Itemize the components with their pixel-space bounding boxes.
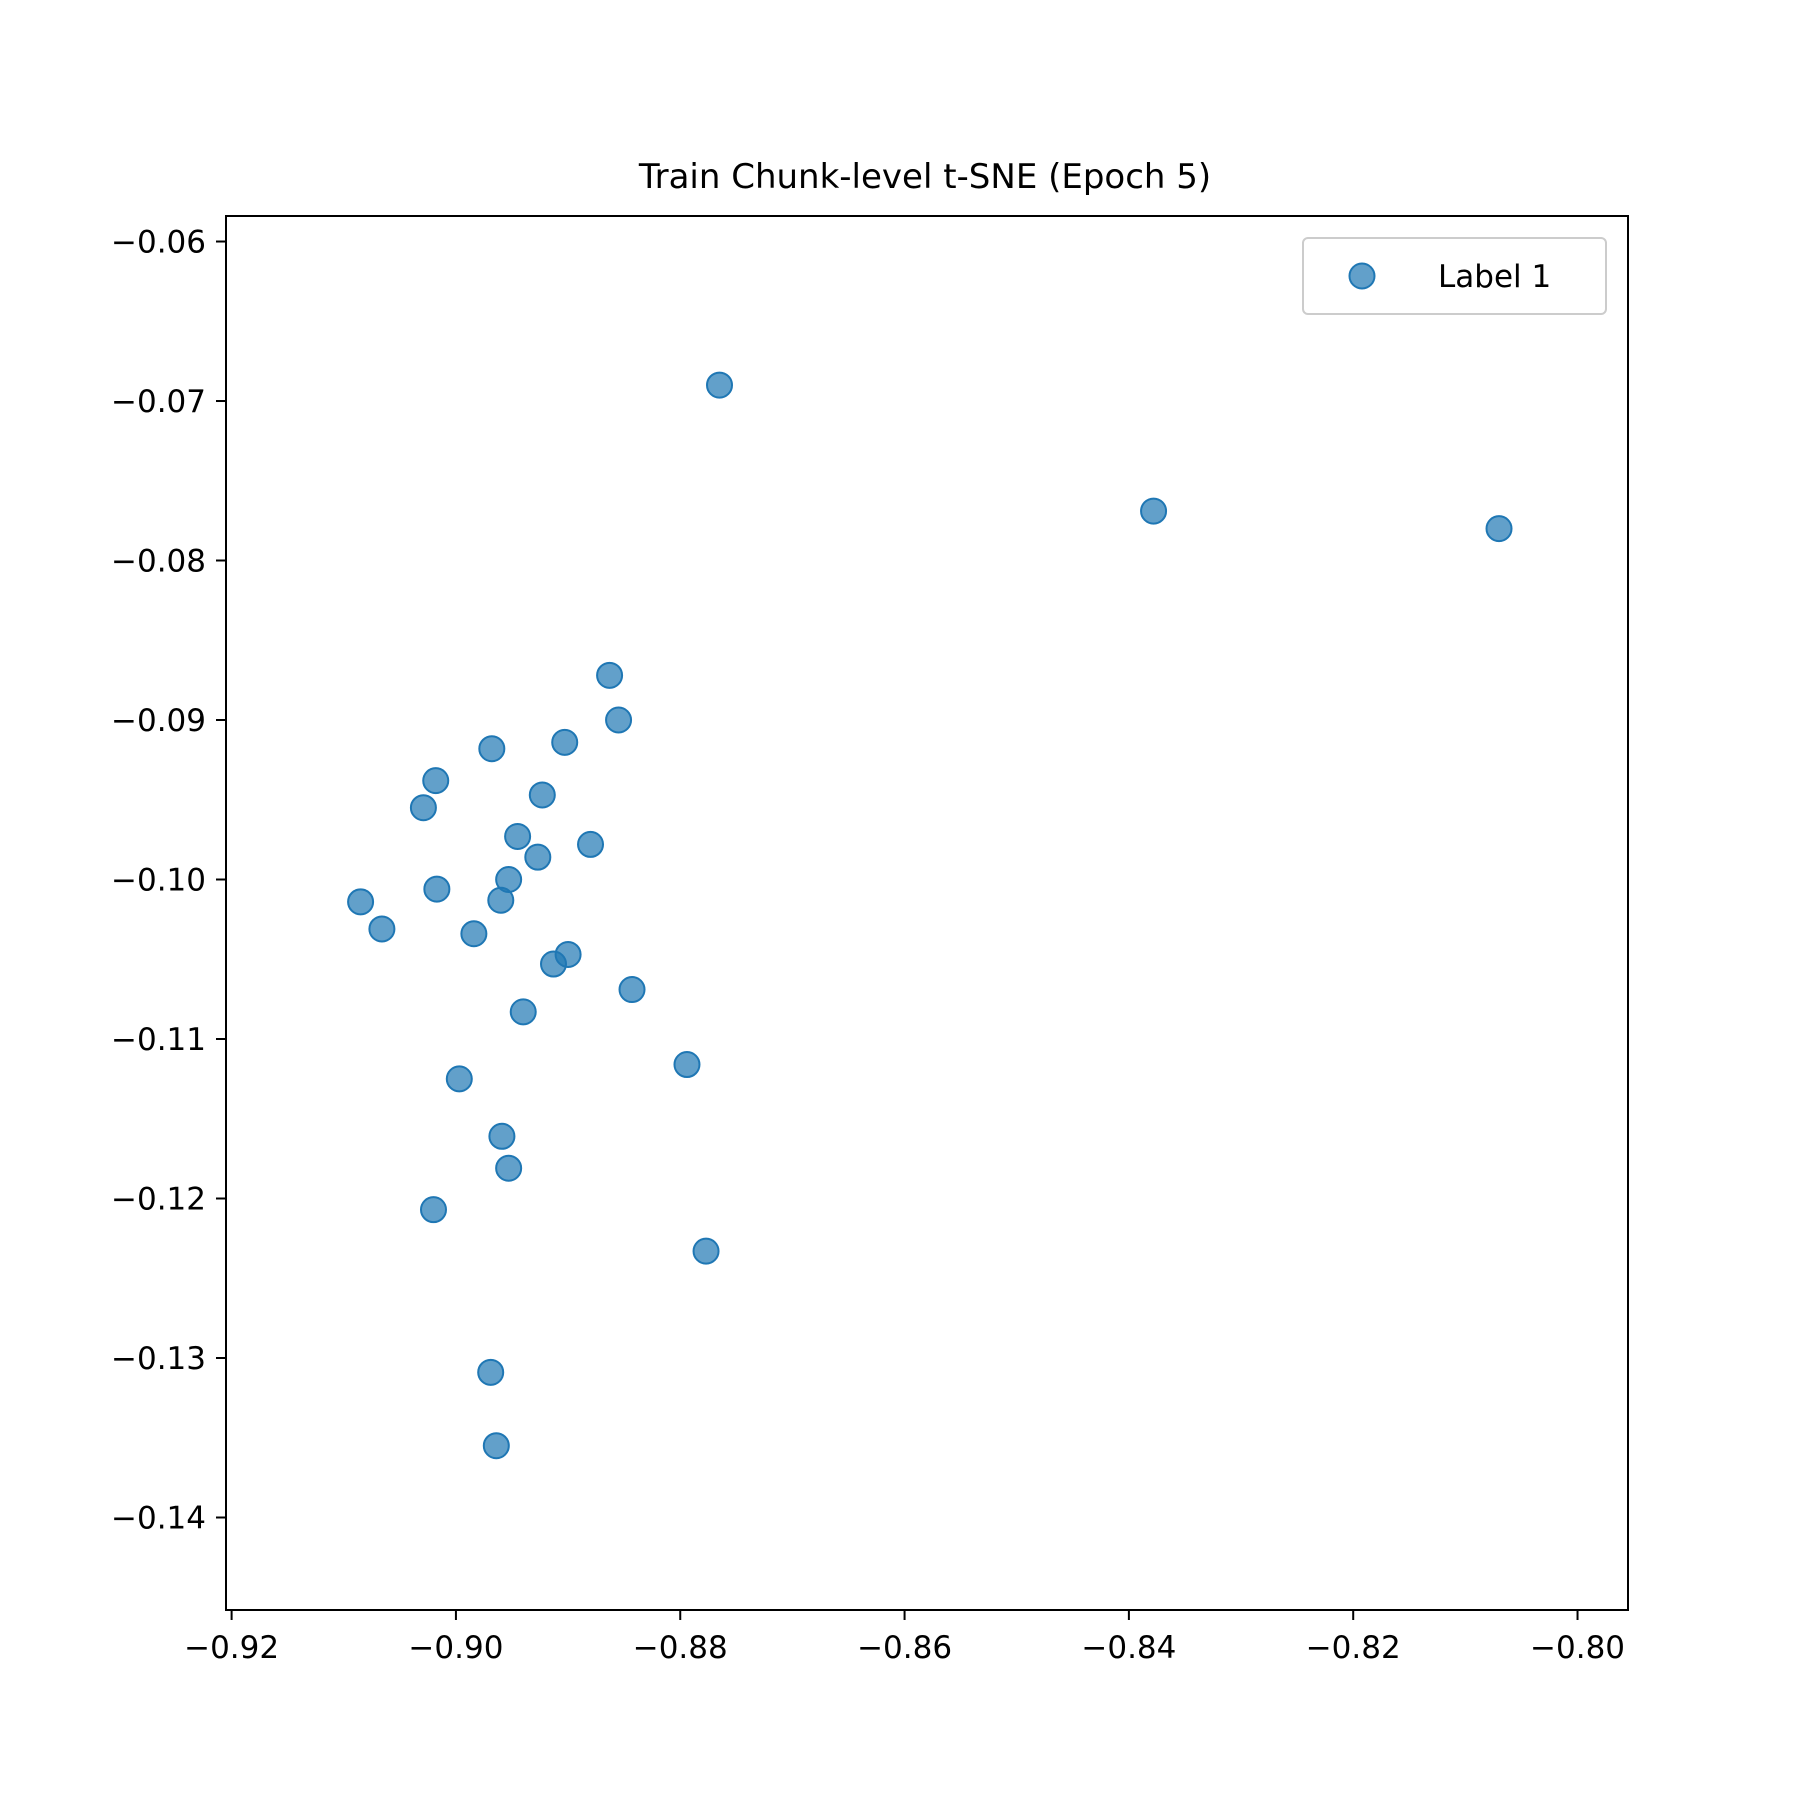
x-tick-label: −0.82: [1306, 1630, 1401, 1666]
y-tick-label: −0.14: [111, 1500, 206, 1536]
legend-label-label-1: Label 1: [1438, 259, 1551, 295]
x-tick-label: −0.88: [633, 1630, 728, 1666]
scatter-point: [488, 1122, 516, 1150]
scatter-point: [423, 875, 451, 903]
scatter-point: [478, 735, 506, 763]
y-tick-label: −0.13: [111, 1341, 206, 1377]
scatter-point: [540, 950, 568, 978]
y-tick-label: −0.10: [111, 863, 206, 899]
x-tick-label: −0.84: [1081, 1630, 1176, 1666]
scatter-point: [487, 886, 515, 914]
x-tick-label: −0.90: [408, 1630, 503, 1666]
x-tick-label: −0.80: [1530, 1630, 1625, 1666]
scatter-point: [477, 1358, 505, 1386]
legend-box: [1302, 237, 1607, 315]
x-axis: −0.92 −0.90 −0.88 −0.86 −0.84 −0.82 −0.80: [184, 1610, 1625, 1666]
scatter-point: [509, 998, 537, 1026]
points-layer: [347, 371, 1513, 1460]
y-axis: −0.06 −0.07 −0.08 −0.09 −0.10 −0.11 −0.12 −0.13…: [111, 225, 226, 1536]
scatter-point: [524, 843, 552, 871]
scatter-point: [551, 728, 579, 756]
chart-title: Train Chunk-level t-SNE (Epoch 5): [638, 157, 1211, 197]
scatter-point: [409, 794, 437, 822]
scatter-point: [347, 888, 375, 916]
scatter-point: [495, 1154, 523, 1182]
y-tick-label: −0.06: [111, 225, 206, 261]
x-tick-label: −0.92: [184, 1630, 279, 1666]
y-tick-label: −0.07: [111, 384, 206, 420]
y-tick-label: −0.12: [111, 1181, 206, 1217]
plot-area: [226, 216, 1628, 1610]
scatter-point: [1140, 497, 1168, 525]
y-tick-label: −0.08: [111, 544, 206, 580]
x-tick-label: −0.86: [857, 1630, 952, 1666]
scatter-point: [419, 1196, 447, 1224]
scatter-point: [460, 920, 488, 948]
legend: Label 1: [1302, 237, 1607, 315]
y-tick-label: −0.11: [111, 1022, 206, 1058]
plot-frame: [225, 215, 1629, 1611]
scatter-point: [692, 1237, 720, 1265]
legend-marker-label-1: [1348, 262, 1376, 290]
scatter-point: [706, 371, 734, 399]
scatter-point: [504, 822, 532, 850]
scatter-point: [673, 1051, 701, 1079]
scatter-point: [577, 830, 605, 858]
y-tick-label: −0.09: [111, 703, 206, 739]
scatter-point: [618, 976, 646, 1004]
scatter-point: [528, 781, 556, 809]
scatter-point: [1485, 515, 1513, 543]
scatter-point: [596, 661, 624, 689]
scatter-point: [368, 915, 396, 943]
scatter-point: [445, 1065, 473, 1093]
scatter-point: [422, 767, 450, 795]
scatter-point: [605, 706, 633, 734]
scatter-point: [482, 1432, 510, 1460]
